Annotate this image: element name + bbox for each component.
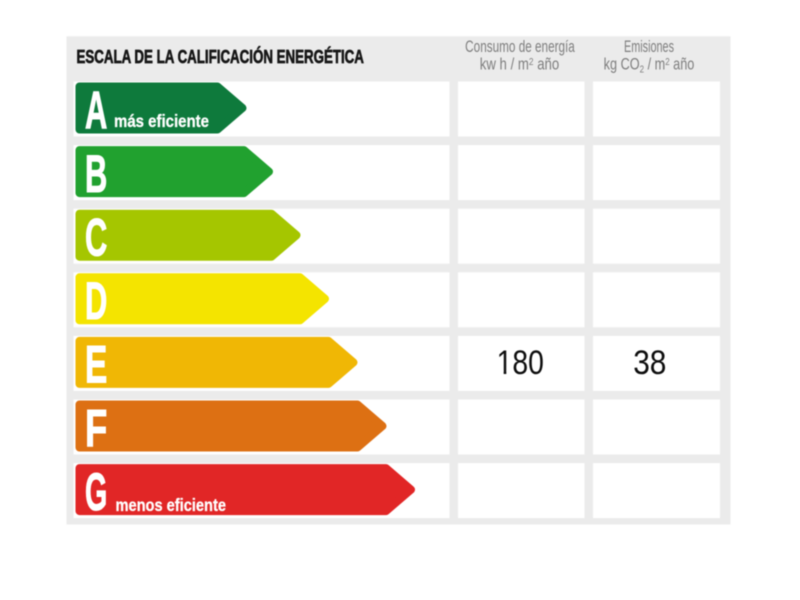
svg-text:A: A [85, 82, 107, 141]
svg-text:180: 180 [497, 343, 544, 381]
svg-text:B: B [85, 146, 107, 205]
svg-text:kw h / m2 año: kw h / m2 año [480, 56, 560, 74]
svg-text:Consumo de energía: Consumo de energía [465, 38, 575, 56]
svg-text:F: F [85, 399, 107, 458]
svg-text:C: C [85, 209, 107, 268]
svg-text:38: 38 [633, 343, 666, 381]
svg-text:Emisiones: Emisiones [624, 37, 674, 56]
svg-text:ESCALA DE LA CALIFICACIÓN ENER: ESCALA DE LA CALIFICACIÓN ENERGÉTICA [77, 46, 365, 68]
svg-text:G: G [85, 463, 107, 521]
svg-text:E: E [85, 336, 107, 395]
svg-text:D: D [85, 273, 107, 332]
svg-text:menos eficiente: menos eficiente [116, 496, 226, 516]
svg-text:kg CO2 / m2 año: kg CO2 / m2 año [604, 56, 695, 75]
svg-text:más eficiente: más eficiente [114, 112, 209, 131]
